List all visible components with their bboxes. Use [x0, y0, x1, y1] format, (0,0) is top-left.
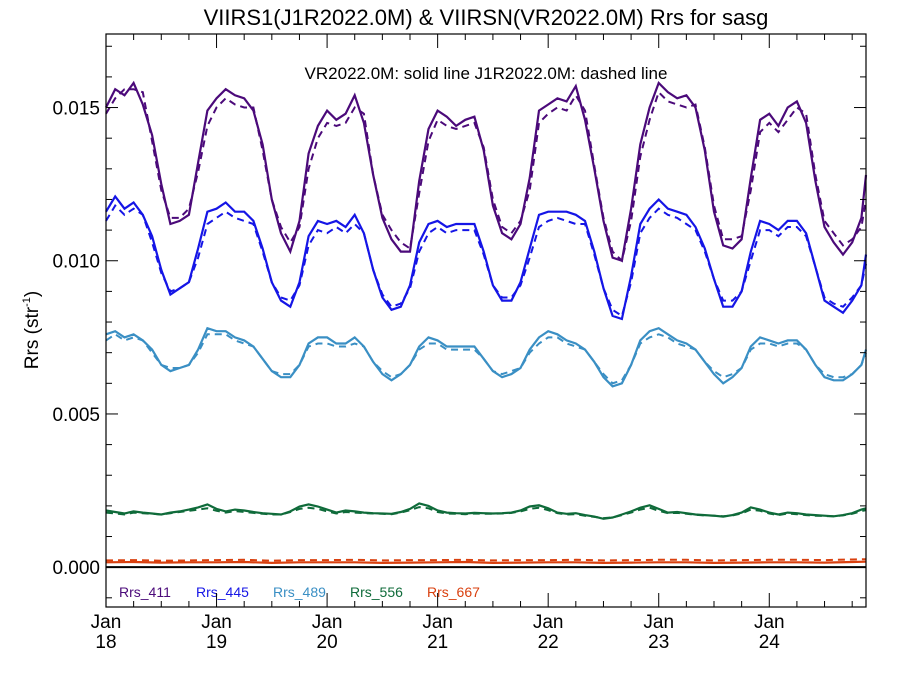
line-style-annotation: VR2022.0M: solid line J1R2022.0M: dashed… [305, 64, 668, 83]
legend-label-rrs-445: Rrs_445 [196, 584, 249, 600]
series-layer [105, 80, 868, 569]
y-tick-label: 0.010 [52, 252, 100, 273]
legend-label-rrs-556: Rrs_556 [350, 584, 403, 600]
x-tick-label-year: 18 [95, 632, 116, 653]
series-rrs-411-solid-line [105, 80, 868, 263]
y-tick-label: 0.015 [52, 99, 100, 120]
x-tick-label-month: Jan [91, 612, 122, 633]
series-rrs-667-dashed-line [105, 558, 867, 562]
x-tick-label-month: Jan [201, 612, 232, 633]
x-tick-label-month: Jan [312, 612, 343, 633]
x-tick-label-month: Jan [533, 612, 564, 633]
series-rrs-445-solid-line [105, 194, 868, 321]
legend-label-rrs-667: Rrs_667 [427, 584, 480, 600]
series-rrs-556-solid-line [105, 502, 867, 520]
series-rrs-489-solid-line [105, 326, 868, 388]
x-tick-label-year: 24 [759, 632, 781, 653]
x-tick-label-year: 23 [648, 632, 669, 653]
x-tick-label-year: 22 [538, 632, 559, 653]
legend: Rrs_411 Rrs_445 Rrs_489 Rrs_556 Rrs_667 [119, 584, 480, 600]
series-rrs-667-solid-line [105, 560, 867, 565]
x-tick-label-month: Jan [754, 612, 785, 633]
axes: 0.0000.0050.0100.015Jan18Jan19Jan20Jan21… [52, 33, 867, 653]
legend-label-rrs-489: Rrs_489 [273, 584, 326, 600]
y-axis-label: Rrs (str-1) [21, 291, 43, 369]
y-tick-label: 0.000 [52, 558, 100, 579]
x-tick-label-year: 19 [206, 632, 227, 653]
x-tick-label-month: Jan [422, 612, 453, 633]
plot-frame [105, 33, 867, 608]
x-tick-label-year: 20 [317, 632, 338, 653]
x-tick-label-year: 21 [427, 632, 448, 653]
y-tick-label: 0.005 [52, 405, 100, 426]
x-tick-label-month: Jan [643, 612, 674, 633]
series-rrs-489-dashed-line [105, 333, 867, 385]
chart-title: VIIRS1(J1R2022.0M) & VIIRSN(VR2022.0M) R… [204, 5, 769, 30]
legend-label-rrs-411: Rrs_411 [119, 584, 171, 600]
